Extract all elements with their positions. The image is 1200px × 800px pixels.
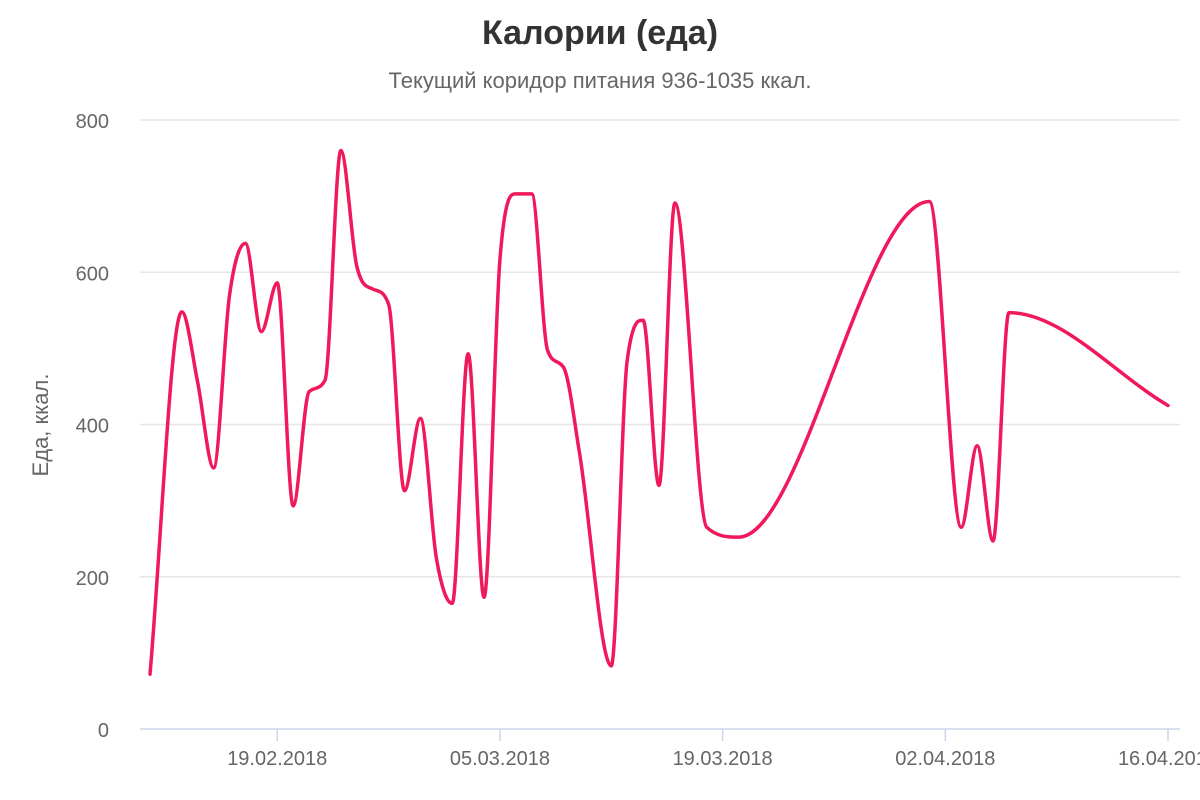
- x-tick-label: 19.03.2018: [673, 748, 773, 770]
- series-line[interactable]: [148, 148, 1170, 676]
- y-axis-ticks: 0 200 400 600 800: [76, 111, 109, 742]
- x-tick-label: 05.03.2018: [450, 748, 550, 770]
- chart-title: Калории (еда): [481, 14, 719, 52]
- y-tick-label: 800: [76, 111, 109, 133]
- y-tick-label: 400: [76, 416, 109, 438]
- x-axis: 19.02.2018 05.03.2018 19.03.2018 02.04.2018…: [140, 728, 1200, 770]
- y-tick-label: 200: [76, 568, 109, 590]
- y-axis-label: Еда, ккал.: [28, 374, 53, 477]
- y-tick-label: 0: [98, 720, 109, 742]
- x-tick-label: 19.02.2018: [227, 748, 327, 770]
- chart-subtitle: Текущий коридор питания 936-1035 ккал.: [388, 68, 812, 93]
- x-tick-label: 16.04.2018: [1118, 748, 1200, 770]
- x-tick-label: 02.04.2018: [895, 748, 995, 770]
- y-tick-label: 600: [76, 263, 109, 285]
- series-group: [148, 148, 1170, 676]
- grid-lines: [140, 119, 1180, 578]
